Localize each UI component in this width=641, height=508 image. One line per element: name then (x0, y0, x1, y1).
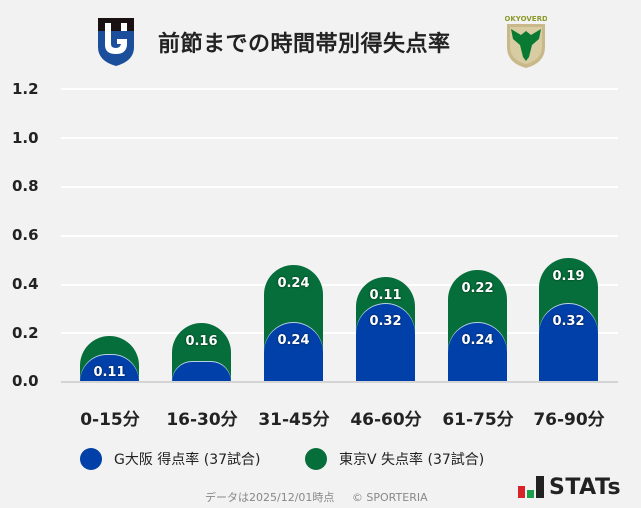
x-axis-baseline (61, 381, 618, 383)
y-tick-0-0: 0.0 (12, 372, 39, 390)
gamba-osaka-crest-icon (98, 18, 134, 66)
bar-segment-scored (448, 323, 507, 382)
chart-header: 前節までの時間帯別得失点率 TOKYOVERDY (0, 0, 641, 76)
bar-value-label: 0.32 (552, 313, 585, 329)
stacked-bar: 0.19 0.32 (539, 257, 598, 382)
svg-text:TOKYOVERDY: TOKYOVERDY (505, 15, 547, 23)
bar-segment-scored (539, 303, 598, 382)
x-label: 46-60分 (350, 410, 422, 430)
bar-value-label: 0.19 (552, 268, 585, 284)
x-label: 31-45分 (258, 410, 330, 430)
legend-item-verdy[interactable]: 東京V 失点率 (37試合) (305, 448, 484, 470)
stacked-bar: 0.11 0.32 (356, 277, 415, 382)
bar-segment-scored (264, 323, 323, 382)
bar-value-label: 0.11 (93, 365, 126, 381)
bar-value-label: 0.24 (461, 333, 494, 349)
stacked-bar: 0.16 (172, 323, 231, 382)
y-tick-1-2: 1.2 (12, 80, 39, 98)
blue-dot-icon (80, 448, 102, 470)
y-tick-0-2: 0.2 (12, 324, 39, 342)
y-tick-0-4: 0.4 (12, 275, 39, 293)
stacked-bar: 0.11 (80, 335, 139, 382)
gridline (61, 284, 618, 286)
y-tick-0-6: 0.6 (12, 226, 39, 244)
legend-label: 東京V 失点率 (37試合) (339, 452, 485, 468)
stacked-bar: 0.22 0.24 (448, 269, 507, 382)
gridline (61, 235, 618, 237)
gridline (61, 186, 618, 188)
bar-value-label: 0.24 (277, 333, 310, 349)
stacked-bar: 0.24 0.24 (264, 264, 323, 382)
x-label: 16-30分 (166, 410, 238, 430)
x-label: 0-15分 (80, 410, 140, 430)
bar-value-label: 0.22 (461, 280, 494, 296)
stats-brand: STATs (549, 475, 622, 500)
bar-value-label: 0.16 (185, 334, 218, 350)
bar-value-label: 0.24 (277, 275, 310, 291)
y-tick-1-0: 1.0 (12, 129, 39, 147)
legend-label: G大阪 得点率 (37試合) (114, 452, 261, 468)
tokyo-verdy-crest-icon: TOKYOVERDY (505, 15, 547, 68)
bar-segment-scored (356, 303, 415, 382)
x-label: 61-75分 (442, 410, 514, 430)
x-label: 76-90分 (533, 410, 605, 430)
chart-title: 前節までの時間帯別得失点率 (158, 32, 451, 57)
gridline (61, 332, 618, 334)
y-tick-0-8: 0.8 (12, 177, 39, 195)
bar-segment-scored (172, 362, 231, 382)
gridline (61, 88, 618, 90)
copyright: © SPORTERIA (351, 491, 428, 504)
gridline (61, 137, 618, 139)
stats-bars-icon (518, 476, 544, 498)
bar-value-label: 0.11 (369, 288, 402, 304)
footer-credits: データは2025/12/01時点 © SPORTERIA (205, 489, 442, 505)
bar-value-label: 0.32 (369, 313, 402, 329)
data-as-of: データは2025/12/01時点 (205, 491, 335, 504)
green-dot-icon (305, 448, 327, 470)
legend-item-gamba[interactable]: G大阪 得点率 (37試合) (80, 448, 261, 470)
